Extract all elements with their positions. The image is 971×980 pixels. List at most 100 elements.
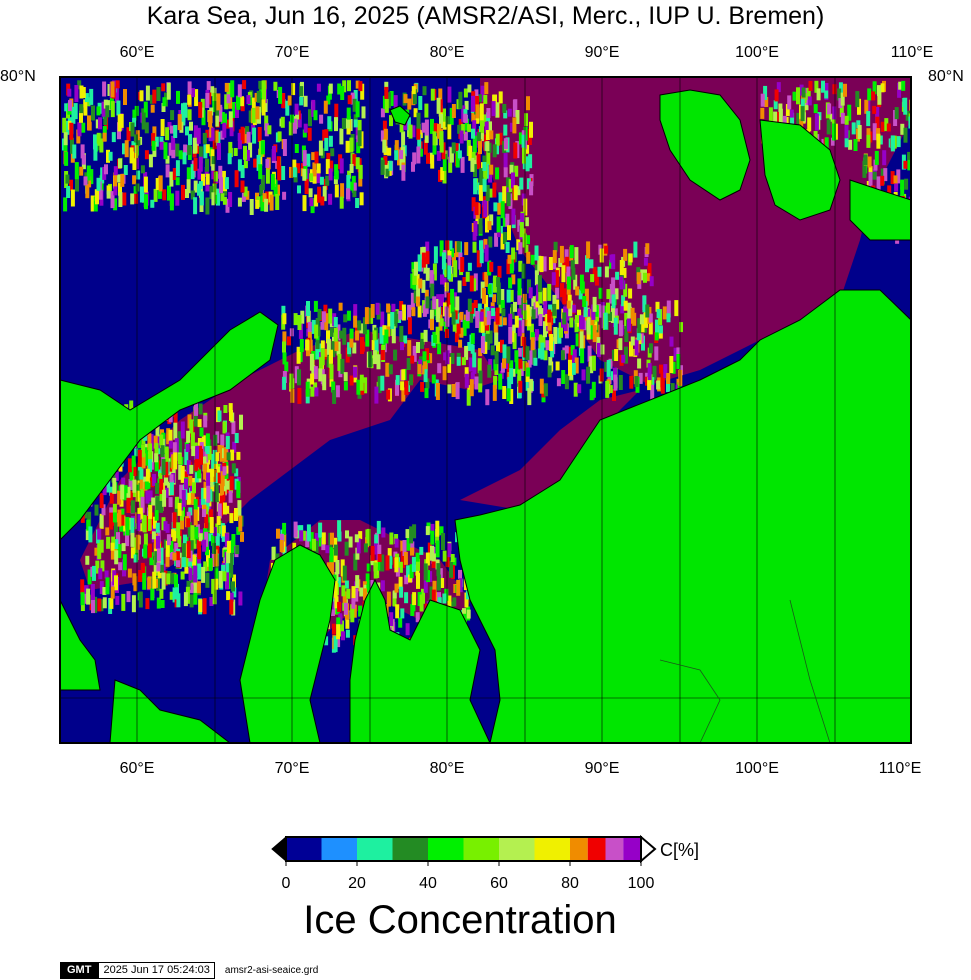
ice-cell	[262, 84, 266, 100]
ice-cell	[400, 342, 404, 351]
ice-cell	[534, 245, 539, 261]
ice-cell	[223, 447, 228, 463]
ice-cell	[349, 333, 354, 348]
ice-cell	[153, 516, 157, 529]
ice-cell	[390, 312, 395, 329]
ice-cell	[526, 251, 531, 264]
ice-cell	[411, 125, 416, 138]
ice-cell	[262, 193, 267, 203]
ice-cell	[455, 382, 460, 400]
ice-cell	[356, 538, 361, 554]
ice-cell	[482, 162, 487, 171]
ice-cell	[211, 578, 216, 594]
ice-cell	[112, 512, 117, 523]
ice-cell	[890, 135, 895, 150]
ice-cell	[547, 315, 552, 331]
ice-cell	[525, 373, 530, 391]
ice-cell	[592, 325, 597, 343]
lat-label-right-80: 80°N	[928, 68, 964, 85]
ice-cell	[442, 108, 446, 123]
ice-cell	[276, 156, 281, 170]
ice-cell	[537, 348, 542, 359]
ice-cell	[161, 83, 166, 92]
ice-cell	[412, 268, 417, 285]
ice-cell	[222, 421, 227, 434]
ice-cell	[183, 102, 187, 112]
ice-cell	[522, 233, 527, 248]
ice-cell	[524, 217, 529, 227]
ice-cell	[215, 523, 219, 535]
ice-cell	[462, 277, 467, 286]
ice-cell	[181, 184, 185, 200]
ice-cell	[796, 87, 800, 105]
ice-cell	[450, 296, 455, 314]
ice-cell	[115, 595, 120, 605]
ice-cell	[433, 246, 438, 264]
ice-cell	[432, 263, 437, 281]
ice-cell	[239, 414, 243, 430]
ice-cell	[133, 134, 138, 143]
ice-cell	[242, 80, 247, 90]
ice-cell	[146, 517, 151, 532]
ice-cell	[432, 580, 437, 597]
ice-cell	[131, 595, 136, 613]
ice-cell	[296, 346, 301, 364]
ice-cell	[86, 165, 91, 181]
ice-cell	[528, 287, 533, 299]
ice-cell	[170, 573, 175, 585]
ice-cell	[302, 195, 307, 212]
ice-cell	[105, 527, 110, 536]
ice-cell	[548, 257, 553, 270]
ice-cell	[366, 528, 371, 546]
ice-cell	[282, 313, 287, 325]
ice-cell	[347, 95, 352, 105]
ice-cell	[147, 433, 152, 451]
ice-cell	[872, 105, 877, 114]
ice-cell	[494, 351, 499, 365]
ice-cell	[133, 520, 138, 530]
ice-cell	[108, 151, 113, 161]
ice-cell	[297, 315, 302, 330]
ice-cell	[487, 221, 492, 231]
land-novaya-zemlya	[60, 311, 279, 541]
ice-cell	[394, 140, 399, 151]
ice-cell	[572, 304, 577, 313]
ice-cell	[494, 332, 499, 346]
ice-cell	[509, 360, 514, 369]
ice-cell	[422, 351, 427, 362]
ice-cell	[897, 82, 902, 98]
ice-cell	[605, 380, 610, 398]
ice-cell	[547, 309, 552, 323]
ice-cell	[900, 187, 905, 201]
ice-cell	[217, 445, 222, 453]
ice-cell	[486, 108, 491, 118]
ice-cell	[370, 545, 375, 561]
ice-cell	[524, 113, 528, 127]
ice-cell	[79, 104, 84, 114]
ice-cell	[189, 464, 194, 474]
ice-cell	[147, 577, 152, 590]
ice-cell	[81, 87, 86, 98]
ice-cell	[177, 431, 182, 449]
ice-cell	[204, 514, 209, 529]
ice-cell	[198, 156, 203, 172]
ice-cell	[552, 303, 557, 316]
ice-cell	[442, 366, 447, 381]
ice-cell	[275, 194, 280, 210]
ice-cell	[339, 128, 344, 145]
ice-cell	[94, 504, 99, 516]
ice-cell	[574, 315, 579, 323]
ice-cell	[611, 254, 616, 270]
ice-cell	[374, 386, 379, 404]
ice-cell	[226, 551, 231, 564]
ice-cell	[585, 255, 589, 273]
ice-cell	[389, 115, 393, 127]
ice-cell	[556, 378, 561, 387]
ice-cell	[429, 270, 434, 288]
ice-cell	[517, 320, 522, 337]
ice-cell	[353, 304, 358, 319]
ice-cell	[498, 192, 503, 204]
ice-cell	[347, 170, 352, 179]
ice-cell	[352, 187, 357, 198]
ice-cell	[539, 378, 544, 394]
